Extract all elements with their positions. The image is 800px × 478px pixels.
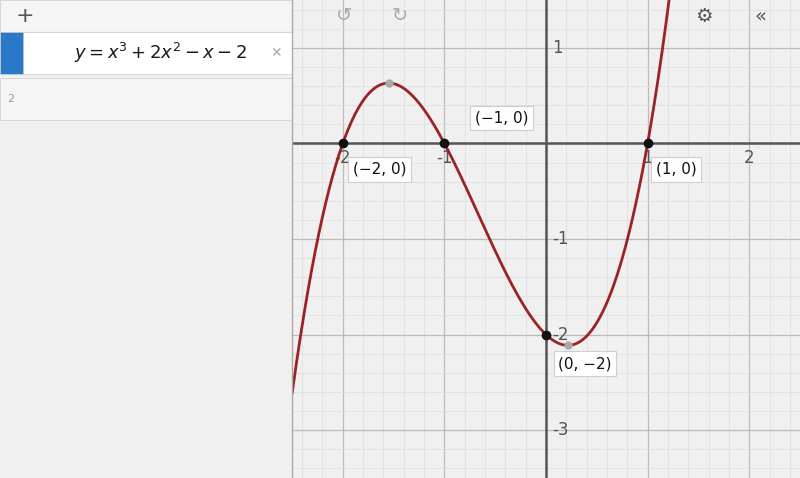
Text: -1: -1 xyxy=(436,149,453,167)
Text: -1: -1 xyxy=(552,230,569,248)
Text: ✕: ✕ xyxy=(270,46,282,60)
Text: «: « xyxy=(754,7,766,25)
Text: -2: -2 xyxy=(334,149,351,167)
Bar xyxy=(0,32,23,74)
Text: ⚙: ⚙ xyxy=(695,7,713,25)
Bar xyxy=(23,32,292,74)
Text: +: + xyxy=(16,6,34,26)
Text: (−2, 0): (−2, 0) xyxy=(353,162,406,177)
Bar xyxy=(0,78,292,120)
Text: ↻: ↻ xyxy=(392,7,408,25)
Bar xyxy=(0,0,292,32)
Text: 1: 1 xyxy=(642,149,653,167)
Text: 2: 2 xyxy=(7,94,14,104)
Text: (0, −2): (0, −2) xyxy=(558,356,612,371)
Text: ↺: ↺ xyxy=(336,7,352,25)
Text: $y = x^3 + 2x^2 - x - 2$: $y = x^3 + 2x^2 - x - 2$ xyxy=(74,41,247,65)
Text: -3: -3 xyxy=(552,421,569,439)
Text: 1: 1 xyxy=(7,42,14,52)
Text: -2: -2 xyxy=(552,326,569,344)
Text: (1, 0): (1, 0) xyxy=(656,162,697,177)
Text: 1: 1 xyxy=(552,39,562,57)
Text: 2: 2 xyxy=(744,149,754,167)
Text: (−1, 0): (−1, 0) xyxy=(475,110,528,125)
